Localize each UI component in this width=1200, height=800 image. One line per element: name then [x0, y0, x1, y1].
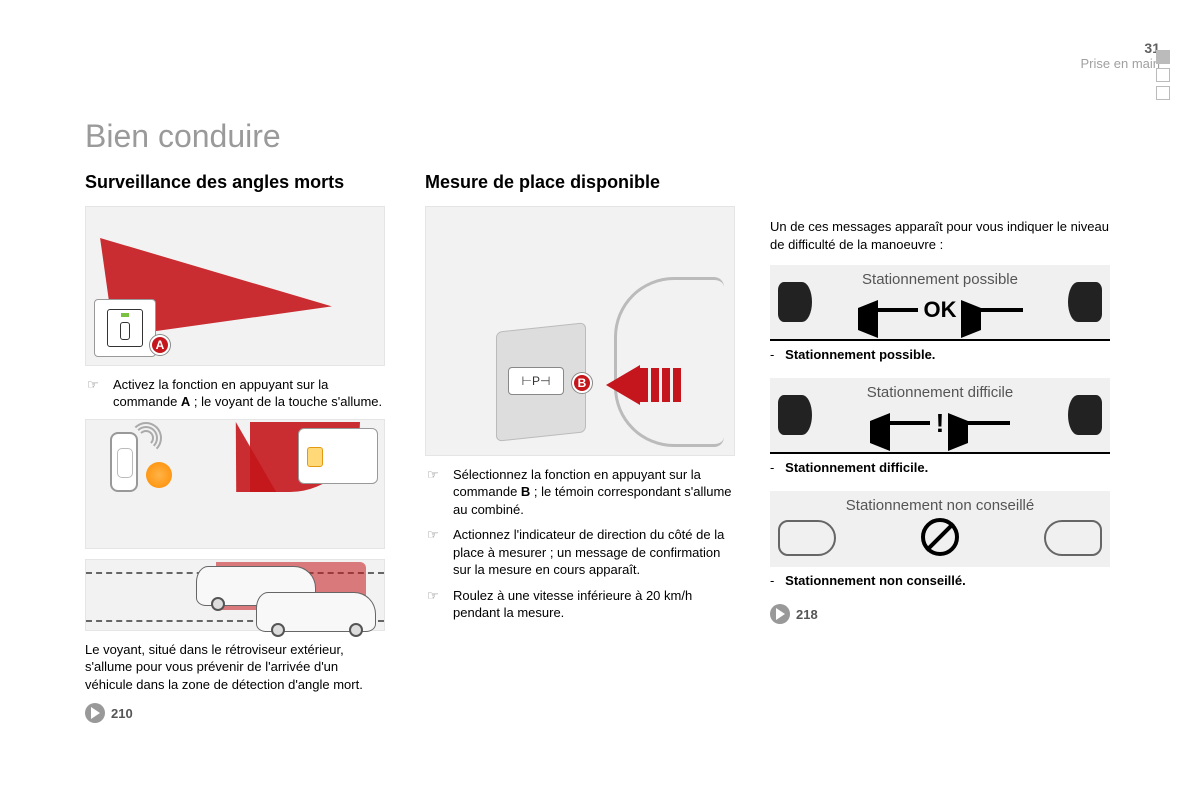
- wheel-icon: [1068, 282, 1102, 322]
- reference-play-icon: [85, 703, 105, 723]
- illustration-mirror-warning: [85, 419, 385, 549]
- button-a-icon: [107, 309, 143, 347]
- badge-a: A: [150, 335, 170, 355]
- message-title: Stationnement non conseillé: [770, 497, 1110, 514]
- section-name: Prise en main: [1081, 56, 1160, 71]
- index-marker-filled: [1156, 50, 1170, 64]
- instruction-item: Roulez à une vitesse inférieure à 20 km/…: [425, 587, 735, 622]
- instruction-item: Actionnez l'indicateur de direction du c…: [425, 526, 735, 579]
- red-arrow-icon: [606, 365, 681, 405]
- reference-number: 210: [111, 706, 133, 721]
- instruction-list-1: Activez la fonction en appuyant sur la c…: [85, 376, 385, 411]
- page-reference: 218: [770, 604, 1110, 624]
- paragraph: Le voyant, situé dans le rétroviseur ext…: [85, 641, 385, 694]
- message-title: Stationnement difficile: [770, 384, 1110, 401]
- message-caption: - Stationnement non conseillé.: [770, 573, 1110, 588]
- car-side-icon: [256, 592, 376, 632]
- car-outline-icon: [1044, 520, 1102, 556]
- page-header: 31 Prise en main: [1081, 40, 1160, 71]
- page-title: Bien conduire: [85, 118, 281, 155]
- bold-ref: B: [521, 484, 530, 499]
- steering-wheel-icon: [614, 277, 724, 447]
- arrow-right-icon: [950, 421, 1010, 425]
- prohibit-icon: [921, 518, 959, 556]
- wheel-icon: [1068, 395, 1102, 435]
- car-outline-icon: [778, 520, 836, 556]
- wheel-icon: [778, 282, 812, 322]
- instruction-list-2: Sélectionnez la fonction en appuyant sur…: [425, 466, 735, 622]
- mirror-closeup: [298, 428, 378, 484]
- instruction-item: Activez la fonction en appuyant sur la c…: [85, 376, 385, 411]
- cockpit-outline: ⊢P⊣ B: [426, 207, 734, 455]
- heading-parking-measure: Mesure de place disponible: [425, 172, 735, 194]
- reference-number: 218: [796, 607, 818, 622]
- bold-ref: A: [181, 394, 190, 409]
- index-marker-empty: [1156, 86, 1170, 100]
- message-caption: - Stationnement difficile.: [770, 460, 1110, 475]
- button-led-icon: [121, 313, 129, 317]
- illustration-dashboard-button: A: [85, 206, 385, 366]
- message-title: Stationnement possible: [770, 271, 1110, 288]
- intro-text: Un de ces messages apparaît pour vous in…: [770, 218, 1110, 253]
- arrow-right-icon: [963, 308, 1023, 312]
- message-box-not-advised: Stationnement non conseillé: [770, 491, 1110, 567]
- index-marker-empty: [1156, 68, 1170, 82]
- mirror-amber-led-icon: [307, 447, 323, 467]
- illustration-two-cars-zone: [85, 559, 385, 631]
- text: ; le voyant de la touche s'allume.: [190, 394, 382, 409]
- instruction-item: Sélectionnez la fonction en appuyant sur…: [425, 466, 735, 519]
- ok-text: OK: [924, 297, 957, 323]
- column-parking-measure: Mesure de place disponible ⊢P⊣ B Sélecti…: [425, 172, 735, 630]
- message-caption: - Stationnement possible.: [770, 347, 1110, 362]
- button-a-closeup: [94, 299, 156, 357]
- message-box-possible: Stationnement possible OK: [770, 265, 1110, 341]
- arrow-left-icon: [858, 308, 918, 312]
- page-reference: 210: [85, 703, 385, 723]
- badge-b: B: [572, 373, 592, 393]
- column-messages: Un de ces messages apparaît pour vous in…: [770, 218, 1110, 624]
- warning-lamp-icon: [146, 462, 172, 488]
- page-number: 31: [1081, 40, 1160, 56]
- wheel-icon: [778, 395, 812, 435]
- reference-play-icon: [770, 604, 790, 624]
- side-index-markers: [1156, 50, 1170, 104]
- message-box-difficult: Stationnement difficile !: [770, 378, 1110, 454]
- warn-text: !: [936, 408, 945, 439]
- parking-button-icon: ⊢P⊣: [508, 367, 564, 395]
- illustration-cockpit-button-b: ⊢P⊣ B: [425, 206, 735, 456]
- button-car-icon: [120, 322, 130, 340]
- heading-blind-spot: Surveillance des angles morts: [85, 172, 385, 194]
- arrow-left-icon: [870, 421, 930, 425]
- column-blind-spot: Surveillance des angles morts A Activez …: [85, 172, 385, 723]
